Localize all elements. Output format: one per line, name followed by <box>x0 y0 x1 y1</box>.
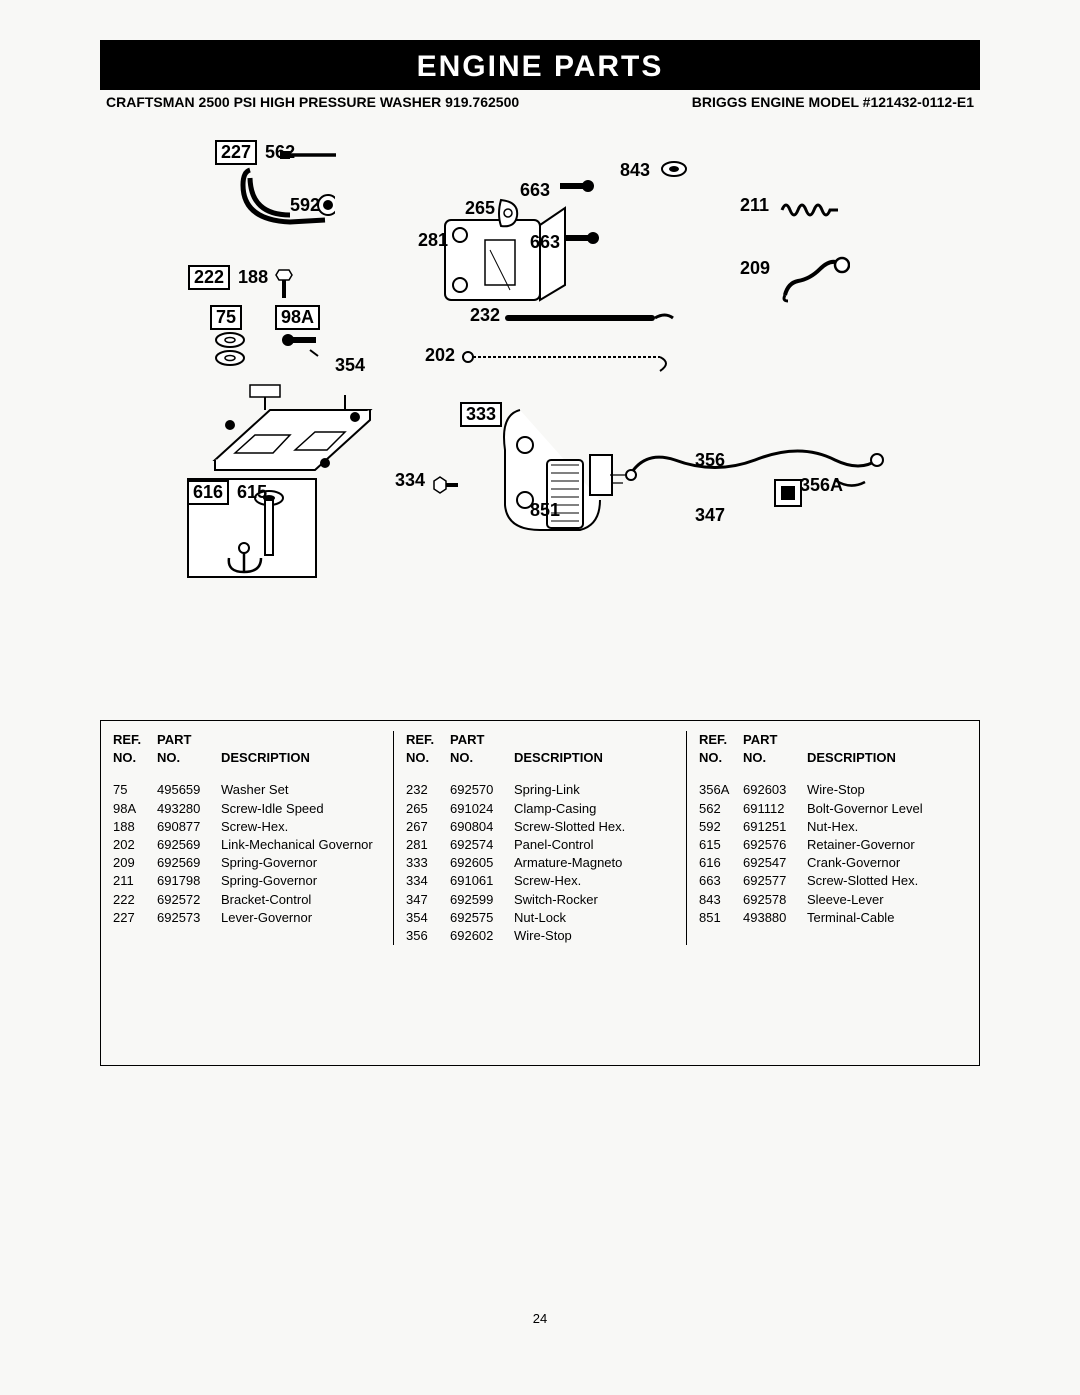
callout-label: 851 <box>530 500 560 521</box>
parts-row: 265691024Clamp-Casing <box>406 800 674 818</box>
spring-icon <box>780 198 840 222</box>
spring-link-icon <box>505 310 675 326</box>
parts-row: 663692577Screw-Slotted Hex. <box>699 872 967 890</box>
subheader-right: BRIGGS ENGINE MODEL #121432-0112-E1 <box>692 94 974 110</box>
screw-icon <box>560 178 594 194</box>
callout-label: 75 <box>210 305 245 330</box>
idle-screw-icon <box>280 332 320 358</box>
parts-columns: REF.NO.PARTNO.DESCRIPTION 75495659Washer … <box>101 731 979 945</box>
callout-label: 663 <box>520 180 550 201</box>
parts-row: 211691798Spring-Governor <box>113 872 381 890</box>
parts-column-header: REF.NO.PARTNO.DESCRIPTION <box>406 731 674 767</box>
callout-label: 356 <box>695 450 725 471</box>
parts-row: 202692569Link-Mechanical Governor <box>113 836 381 854</box>
subheader-left: CRAFTSMAN 2500 PSI HIGH PRESSURE WASHER … <box>106 94 519 110</box>
clamp-icon <box>495 198 523 230</box>
callout-label: 592 <box>290 195 320 216</box>
callout-label: 843 <box>620 160 650 181</box>
sleeve-icon <box>660 160 688 178</box>
parts-row: 851493880Terminal-Cable <box>699 909 967 927</box>
callout-label: 616 615 <box>187 480 267 505</box>
title-banner: ENGINE PARTS <box>100 40 980 90</box>
parts-column: REF.NO.PARTNO.DESCRIPTION 75495659Washer … <box>101 731 393 945</box>
parts-row: 356692602Wire-Stop <box>406 927 674 945</box>
callout-label: 347 <box>695 505 725 526</box>
page-frame: ENGINE PARTS CRAFTSMAN 2500 PSI HIGH PRE… <box>100 40 980 1340</box>
parts-row: 334691061Screw-Hex. <box>406 872 674 890</box>
callout-label: 663 <box>530 232 560 253</box>
parts-row: 356A692603Wire-Stop <box>699 781 967 799</box>
callout-label: 222 188 <box>188 265 268 290</box>
parts-row: 592691251Nut-Hex. <box>699 818 967 836</box>
parts-row: 281692574Panel-Control <box>406 836 674 854</box>
parts-row: 354692575Nut-Lock <box>406 909 674 927</box>
parts-row: 347692599Switch-Rocker <box>406 891 674 909</box>
parts-row: 562691112Bolt-Governor Level <box>699 800 967 818</box>
parts-row: 232692570Spring-Link <box>406 781 674 799</box>
parts-column-header: REF.NO.PARTNO.DESCRIPTION <box>699 731 967 767</box>
hex-screw-icon <box>275 268 293 300</box>
link-mechanical-icon <box>460 345 680 375</box>
callout-label: 333 <box>460 402 505 427</box>
washer-set-icon <box>212 330 248 370</box>
armature-magneto-icon <box>495 405 635 540</box>
wire-stop-icon <box>625 430 885 510</box>
parts-row: 267690804Screw-Slotted Hex. <box>406 818 674 836</box>
parts-row: 333692605Armature-Magneto <box>406 854 674 872</box>
parts-row: 616692547Crank-Governor <box>699 854 967 872</box>
subheader: CRAFTSMAN 2500 PSI HIGH PRESSURE WASHER … <box>100 94 980 110</box>
parts-table: REF.NO.PARTNO.DESCRIPTION 75495659Washer … <box>100 720 980 1066</box>
parts-row: 188690877Screw-Hex. <box>113 818 381 836</box>
page-number: 24 <box>100 1311 980 1326</box>
callout-label: 202 <box>425 345 455 366</box>
parts-row: 227692573Lever-Governor <box>113 909 381 927</box>
parts-column: REF.NO.PARTNO.DESCRIPTION 356A692603Wire-… <box>686 731 979 945</box>
baseplate-icon <box>195 365 395 485</box>
parts-row: 98A493280Screw-Idle Speed <box>113 800 381 818</box>
parts-column-header: REF.NO.PARTNO.DESCRIPTION <box>113 731 381 767</box>
callout-label: 334 <box>395 470 425 491</box>
parts-row: 209692569Spring-Governor <box>113 854 381 872</box>
spring-governor-icon <box>780 255 850 303</box>
callout-label: 232 <box>470 305 500 326</box>
callout-label: 227 562 <box>215 140 295 165</box>
callout-label: 98A <box>275 305 323 330</box>
parts-row: 615692576Retainer-Governor <box>699 836 967 854</box>
callout-label: 281 <box>418 230 448 251</box>
parts-column: REF.NO.PARTNO.DESCRIPTION 232692570Spring… <box>393 731 686 945</box>
callout-label: 354 <box>335 355 365 376</box>
callout-label: 209 <box>740 258 770 279</box>
screw-icon <box>565 230 599 246</box>
hex-screw-small-icon <box>430 475 460 497</box>
callout-label: 356A <box>800 475 843 496</box>
banner-title: ENGINE PARTS <box>417 50 664 83</box>
parts-row: 222692572Bracket-Control <box>113 891 381 909</box>
parts-row: 75495659Washer Set <box>113 781 381 799</box>
parts-row: 843692578Sleeve-Lever <box>699 891 967 909</box>
callout-label: 211 <box>740 195 769 216</box>
diagram-area: 227 562 592 843 663 265 281 663 211 209 222 188 75… <box>100 140 980 700</box>
callout-label: 265 <box>465 198 495 219</box>
